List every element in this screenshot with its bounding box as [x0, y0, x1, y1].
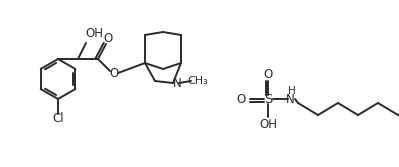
Text: S: S	[264, 93, 272, 106]
Text: H: H	[288, 86, 296, 96]
Text: CH₃: CH₃	[188, 76, 208, 86]
Text: O: O	[263, 67, 273, 80]
Text: N: N	[173, 76, 182, 90]
Text: N: N	[286, 93, 294, 106]
Text: O: O	[109, 66, 119, 79]
Text: OH: OH	[85, 27, 103, 40]
Text: O: O	[103, 32, 113, 44]
Text: O: O	[236, 93, 246, 106]
Text: Cl: Cl	[52, 113, 64, 125]
Text: OH: OH	[259, 118, 277, 130]
